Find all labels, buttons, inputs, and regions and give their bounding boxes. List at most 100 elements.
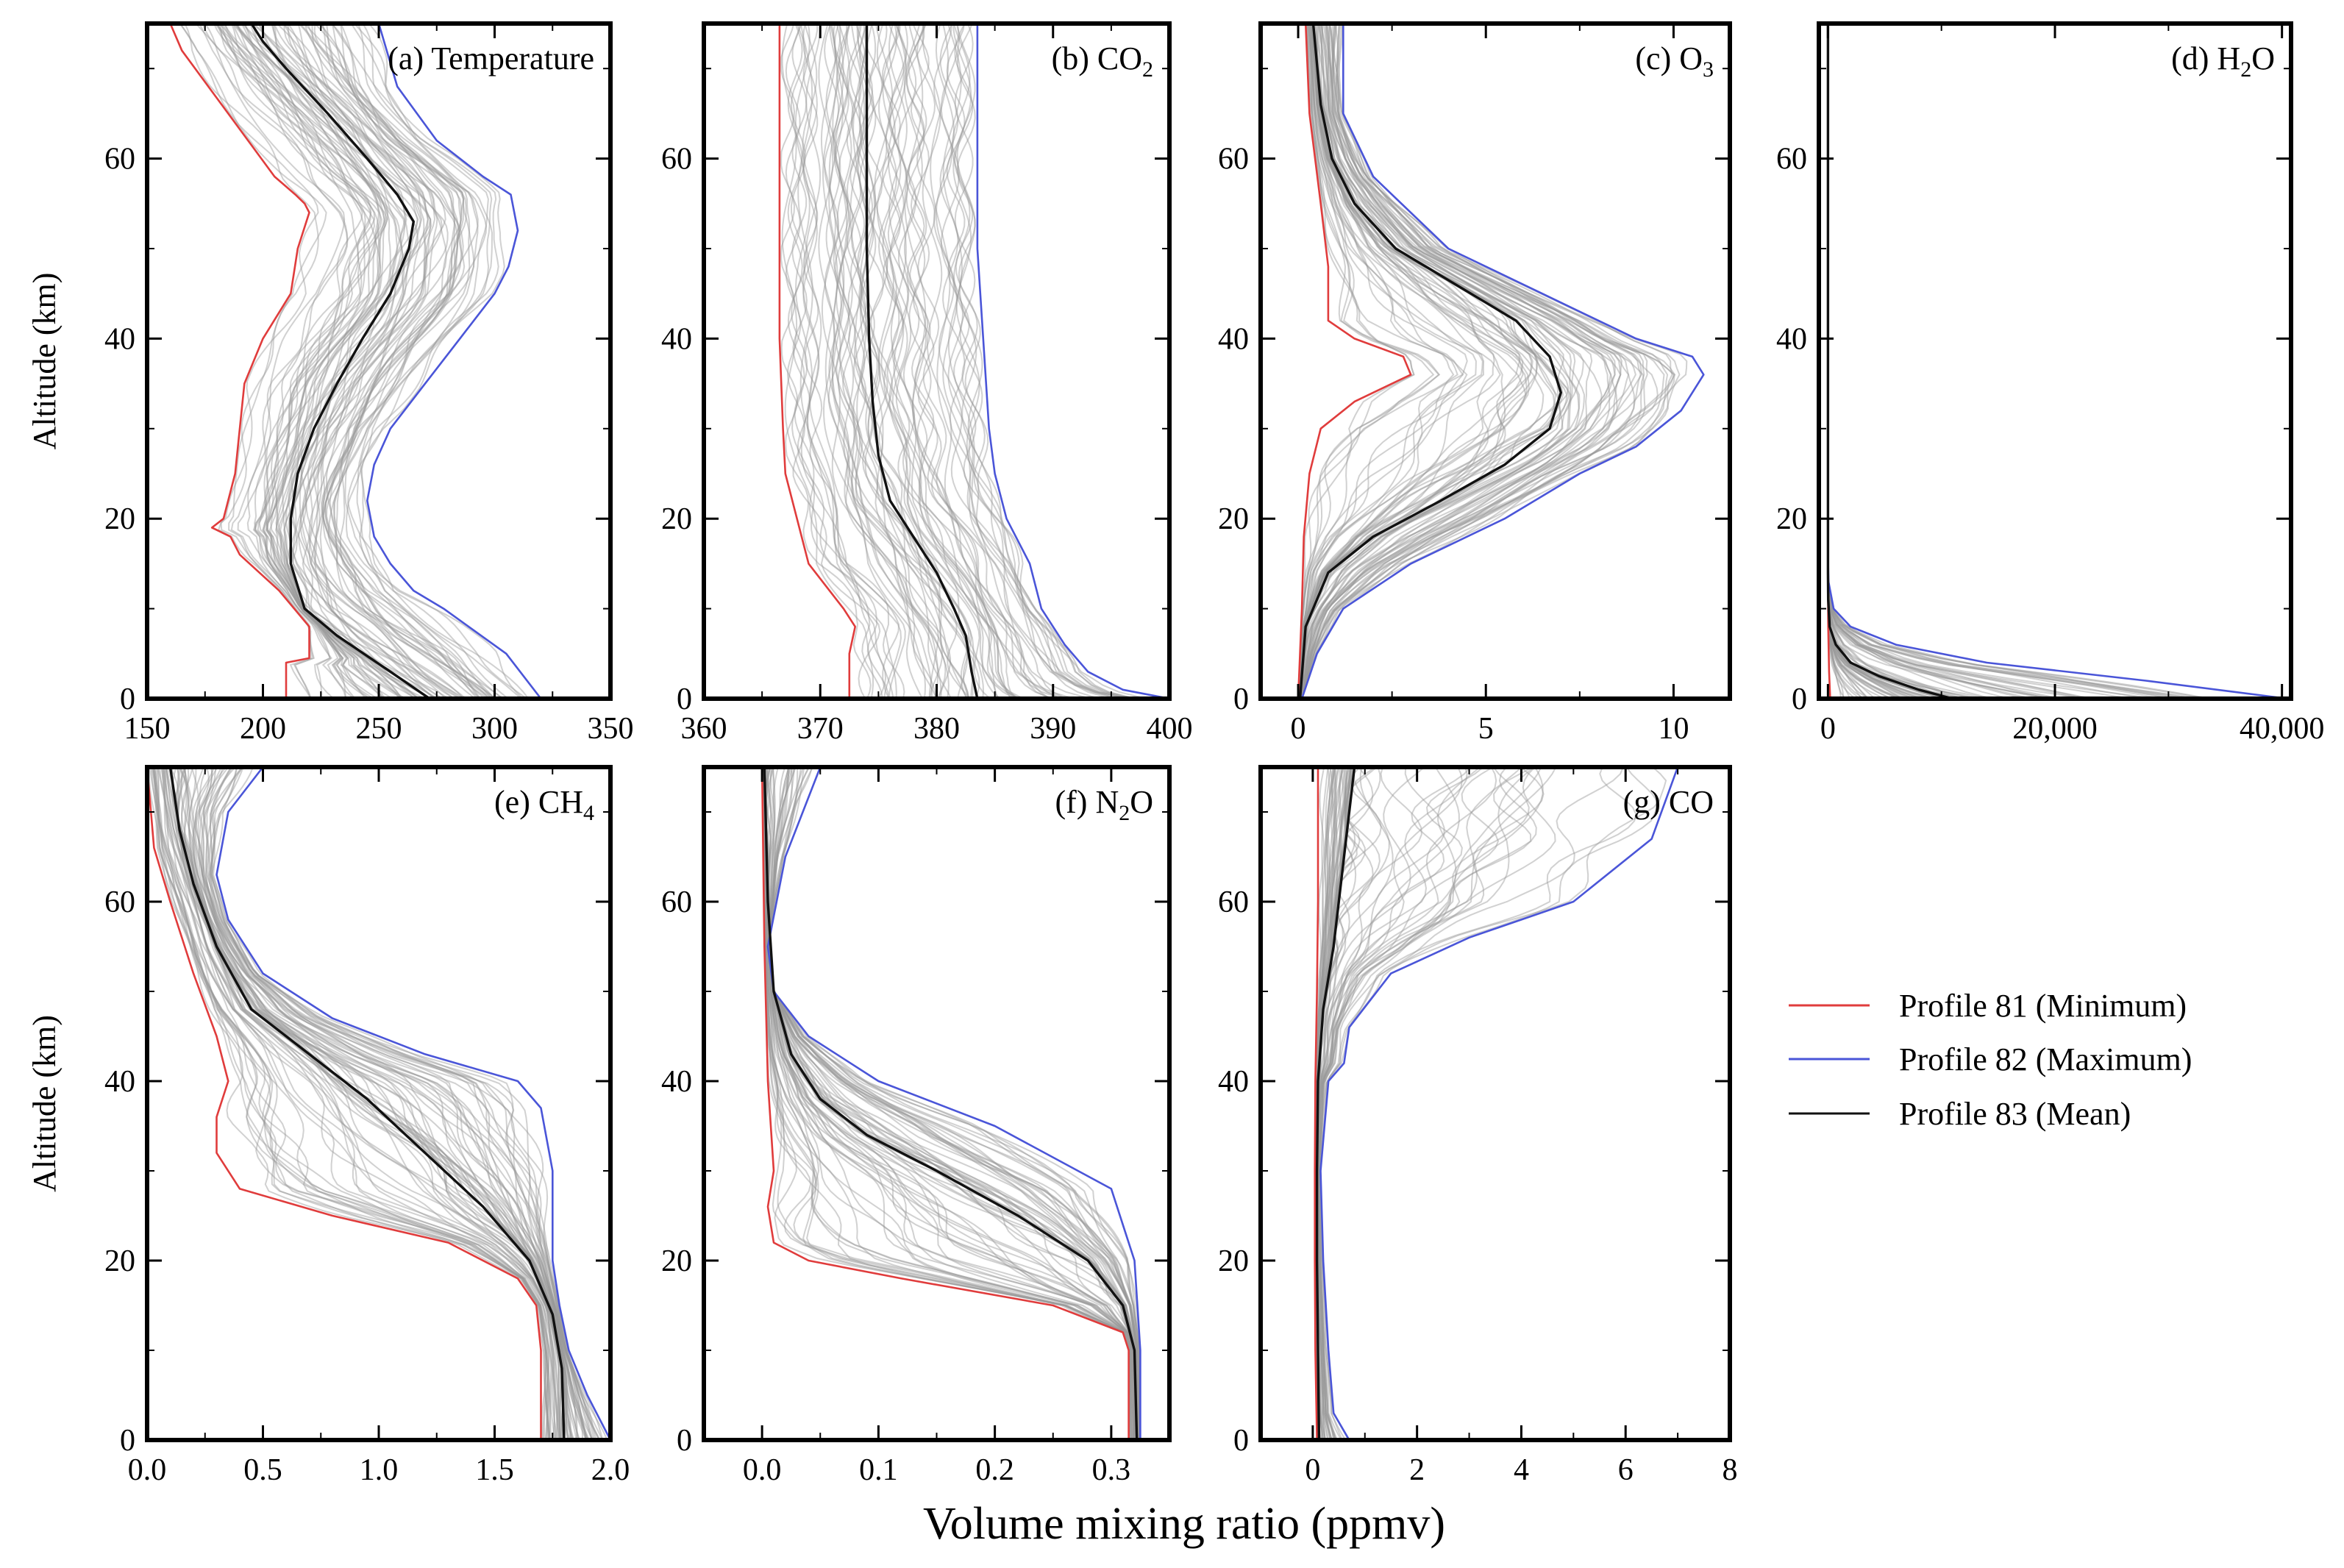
ensemble-line [167, 767, 564, 1440]
ensemble-line [852, 24, 974, 699]
ensemble-line [888, 24, 1017, 699]
panel-h2o: 0 20 40 60 0 20,000 40,000 (d) H2O [1776, 21, 2325, 746]
legend: Profile 81 (Minimum) Profile 82 (Maximum… [1789, 988, 2192, 1132]
ensemble-line [881, 24, 1021, 699]
ensemble-line [204, 24, 349, 699]
ensemble-line [820, 24, 923, 699]
ensemble-line [1317, 767, 1471, 1440]
ensemble-line [954, 24, 1134, 699]
ensemble-line [1298, 24, 1530, 699]
x-tick-label: 0.0 [743, 1453, 782, 1487]
ensemble-line [797, 24, 897, 699]
ensemble-line [1827, 24, 1925, 699]
ensemble-line [161, 767, 556, 1440]
ensemble-line [768, 767, 1140, 1440]
series-line-mean [1315, 767, 1356, 1440]
series-line-mean [168, 767, 566, 1440]
x-tick-label: 40,000 [2240, 712, 2325, 746]
ensemble-line [1298, 24, 1506, 699]
ensemble-line [942, 24, 1112, 699]
ensemble-line [252, 24, 426, 699]
ensemble-line [271, 24, 435, 699]
y-tick-label: 40 [104, 1065, 135, 1099]
y-tick-label: 60 [104, 143, 135, 177]
ensemble-line [1300, 24, 1622, 699]
ensemble-line [1300, 24, 1576, 699]
ensemble-line [202, 24, 363, 699]
ensemble-line [165, 767, 562, 1440]
ensemble-line [940, 24, 1131, 699]
ensemble-line [195, 24, 349, 699]
ensemble-line [1317, 767, 1533, 1440]
ensemble-line [763, 767, 1137, 1440]
ensemble-line [1317, 767, 1497, 1440]
ensemble-line [1299, 24, 1556, 699]
ensemble-line [205, 767, 594, 1440]
plot-area [1314, 767, 1679, 1440]
x-tick-label: 0 [1305, 1453, 1320, 1487]
y-tick-label: 20 [661, 502, 692, 536]
ensemble-line [152, 767, 549, 1440]
ensemble-line [202, 767, 594, 1440]
y-tick-label: 20 [104, 502, 135, 536]
ensemble-line [1827, 24, 2084, 699]
ensemble-line [1827, 24, 2191, 699]
ensemble-line [1827, 24, 1861, 699]
ensemble-line [209, 767, 596, 1440]
ensemble-line [1300, 24, 1659, 699]
ensemble-line [1827, 24, 2054, 699]
ensemble-line [257, 24, 437, 699]
series-line-max [215, 767, 610, 1440]
ensemble-line [1827, 24, 1869, 699]
y-tick-label: 40 [1218, 1065, 1249, 1099]
ensemble-line [1317, 767, 1484, 1440]
ensemble-line [211, 767, 604, 1440]
ensemble-line [1298, 24, 1524, 699]
ensemble-line [1317, 767, 1522, 1440]
ensemble-line [1300, 24, 1618, 699]
ensemble-line [766, 767, 1139, 1440]
ensemble-line [232, 24, 402, 699]
ensemble-line [761, 767, 1131, 1440]
ensemble-line [762, 767, 1134, 1440]
panel-co: 0 20 40 60 0 2 4 6 8 (g) CO [1218, 765, 1738, 1487]
ensemble-line [805, 24, 906, 699]
ensemble-line [935, 24, 1100, 699]
ensemble-line [1300, 24, 1622, 699]
ensemble-line [350, 24, 522, 699]
ensemble-line [769, 767, 1139, 1440]
ensemble-line [768, 767, 1141, 1440]
ensemble-line [849, 24, 971, 699]
y-tick-label: 0 [120, 683, 135, 716]
ensemble-line [199, 767, 588, 1440]
ensemble-line [326, 24, 481, 699]
ensemble-line [768, 767, 1141, 1440]
x-tick-label: 10 [1658, 712, 1689, 746]
ensemble-line [905, 24, 1053, 699]
ensemble-line [1317, 767, 1481, 1440]
ensemble-line [785, 24, 881, 699]
ensemble-line [903, 24, 1061, 699]
ensemble-line [849, 24, 968, 699]
ensemble-line [1300, 24, 1669, 699]
ensemble-line [802, 24, 900, 699]
ensemble-line [836, 24, 952, 699]
ensemble-line [210, 767, 601, 1440]
ensemble-line [287, 24, 463, 699]
y-tick-label: 40 [661, 322, 692, 356]
ensemble-line [164, 767, 560, 1440]
y-tick-label: 60 [104, 885, 135, 919]
ensemble-line [1827, 24, 1959, 699]
ensemble-line [153, 767, 549, 1440]
ensemble-line [224, 24, 384, 699]
series-line-min [1297, 24, 1412, 699]
ensemble-line [188, 767, 580, 1440]
y-tick-label: 20 [1218, 1244, 1249, 1278]
ensemble-line [1318, 767, 1500, 1440]
plot-area [169, 24, 542, 699]
panel-ch4: 0 20 40 60 0.0 0.5 1.0 1.5 2.0 (e) CH4 Altitude (k… [26, 765, 630, 1487]
x-tick-label: 20,000 [2012, 712, 2098, 746]
ensemble-profiles [1827, 24, 2212, 699]
ensemble-line [951, 24, 1128, 699]
ensemble-line [232, 24, 403, 699]
